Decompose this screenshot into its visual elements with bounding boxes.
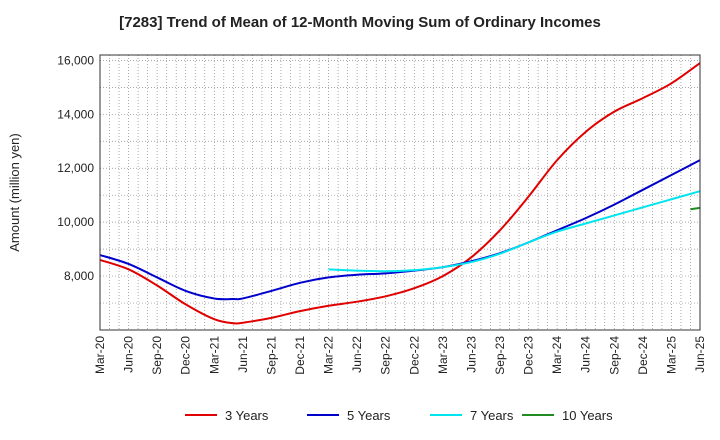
- y-tick-labels: 8,000 10,000 12,000 14,000 16,000: [57, 53, 94, 283]
- x-tick-label: Jun-25: [693, 336, 707, 373]
- y-tick-label: 8,000: [64, 269, 94, 283]
- x-tick-label: Sep-22: [379, 336, 393, 375]
- x-tick-label: Dec-23: [522, 336, 536, 375]
- series-lines: [99, 62, 701, 325]
- chart-title: [7283] Trend of Mean of 12-Month Moving …: [119, 14, 601, 31]
- legend: 3 Years 5 Years 7 Years 10 Years: [185, 408, 613, 423]
- legend-label: 7 Years: [470, 408, 514, 423]
- x-tick-label: Jun-20: [122, 336, 136, 373]
- y-tick-label: 10,000: [57, 215, 94, 229]
- series-line-10-years: [690, 206, 701, 211]
- legend-label: 5 Years: [347, 408, 391, 423]
- grid-lines: [100, 55, 700, 330]
- x-tick-label: Sep-21: [264, 336, 278, 375]
- x-tick-label: Mar-24: [550, 336, 564, 374]
- x-tick-label: Sep-20: [150, 336, 164, 375]
- y-tick-label: 12,000: [57, 161, 94, 175]
- y-tick-label: 16,000: [57, 53, 94, 67]
- x-tick-label: Dec-21: [293, 336, 307, 375]
- legend-label: 3 Years: [225, 408, 269, 423]
- x-tick-label: Dec-22: [407, 336, 421, 375]
- x-tick-label: Jun-22: [350, 336, 364, 373]
- x-tick-label: Mar-25: [664, 336, 678, 374]
- x-tick-labels: Mar-20 Jun-20 Sep-20 Dec-20 Mar-21 Jun-21 Sep-…: [93, 336, 707, 375]
- x-tick-label: Sep-24: [607, 336, 621, 375]
- x-tick-label: Mar-22: [322, 336, 336, 374]
- x-tick-label: Jun-21: [236, 336, 250, 373]
- y-tick-label: 14,000: [57, 107, 94, 121]
- plot-frame: [99, 54, 701, 331]
- x-tick-label: Jun-24: [579, 336, 593, 373]
- x-tick-label: Mar-21: [207, 336, 221, 374]
- series-line-7-years: [328, 190, 701, 273]
- x-tick-label: Mar-23: [436, 336, 450, 374]
- x-tick-label: Sep-23: [493, 336, 507, 375]
- x-tick-label: Mar-20: [93, 336, 107, 374]
- x-tick-label: Jun-23: [464, 336, 478, 373]
- x-tick-label: Dec-20: [179, 336, 193, 375]
- series-line-5-years: [99, 159, 701, 301]
- series-line-3-years: [99, 62, 701, 325]
- plot-area: [100, 55, 700, 330]
- x-tick-label: Dec-24: [636, 336, 650, 375]
- y-axis-label: Amount (million yen): [7, 133, 22, 252]
- legend-label: 10 Years: [562, 408, 613, 423]
